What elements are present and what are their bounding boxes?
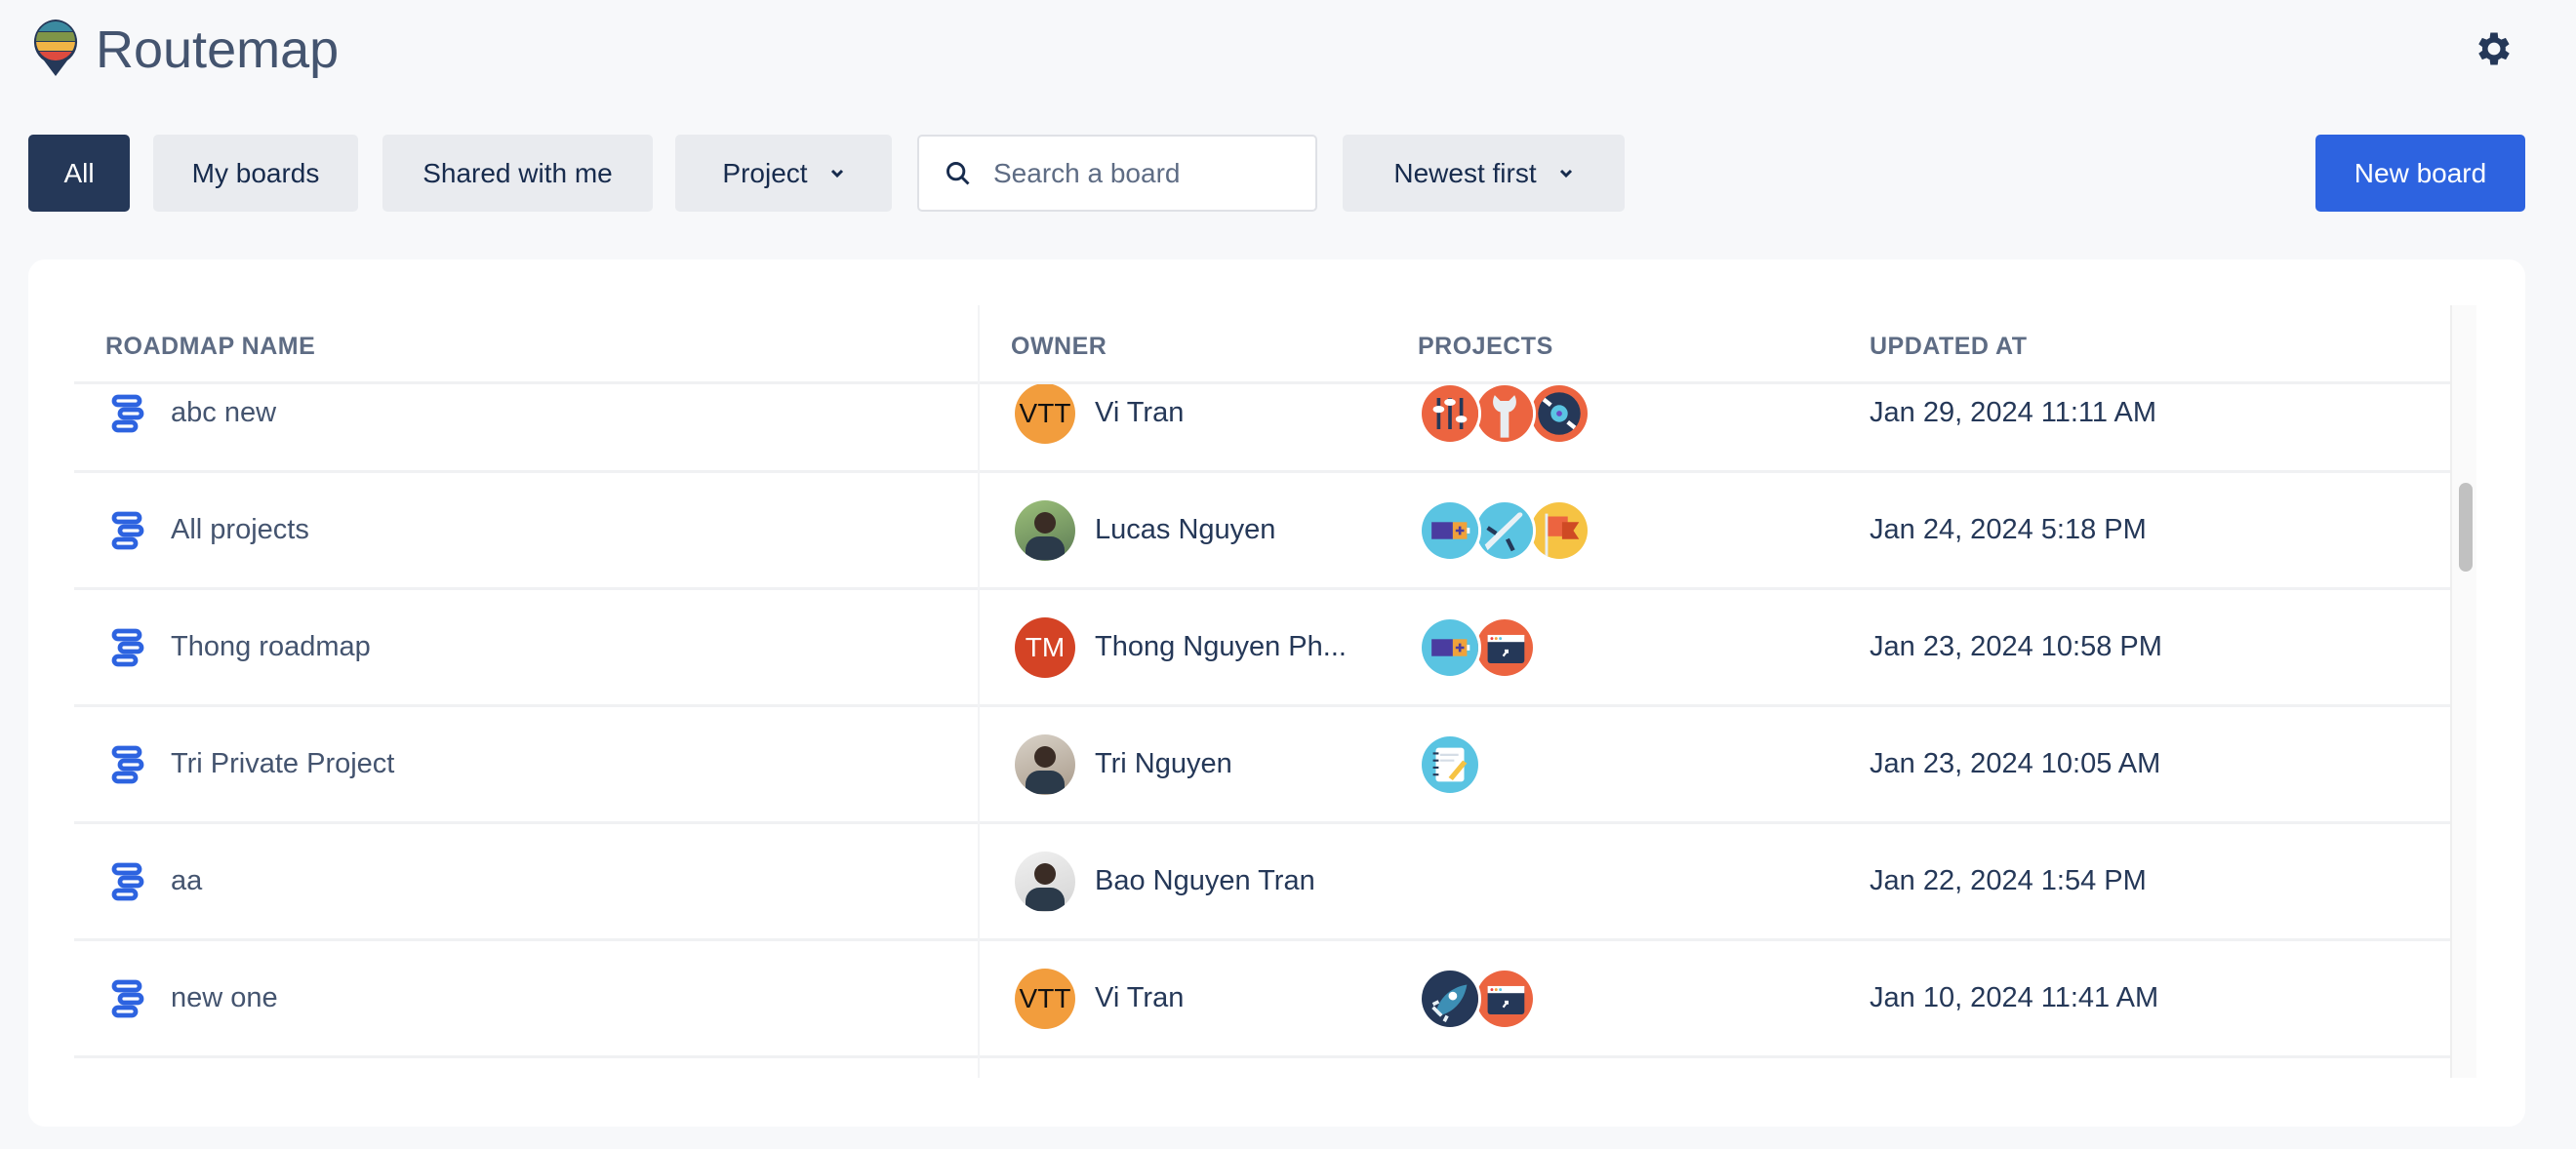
avatar-photo	[1015, 499, 1075, 561]
avatar-photo	[1015, 733, 1075, 795]
roadmap-name-cell: new one	[110, 941, 278, 1055]
owner-cell: Lucas Nguyen	[1015, 473, 1275, 587]
roadmap-icon	[111, 979, 144, 1017]
roadmap-icon	[111, 862, 144, 900]
updated-at: Jan 24, 2024 5:18 PM	[1870, 514, 2147, 545]
project-sliders-icon[interactable]	[1419, 384, 1481, 445]
projects-cell	[1419, 941, 1536, 1055]
boards-card	[28, 259, 2525, 1127]
roadmap-icon	[111, 394, 144, 432]
updated-at: Jan 10, 2024 11:41 AM	[1870, 982, 2159, 1013]
owner-name: Vi Tran	[1095, 982, 1185, 1013]
projects-cell	[1419, 707, 1481, 821]
dropdown-label: Project	[722, 157, 808, 188]
avatar: VTT	[1015, 384, 1075, 444]
owner-name: Lucas Nguyen	[1095, 514, 1276, 545]
project-rocket-icon[interactable]	[1419, 967, 1481, 1030]
filter-my-boards-button[interactable]: My boards	[153, 135, 358, 212]
dropdown-label: Newest first	[1393, 157, 1537, 188]
project-browser-icon[interactable]	[1473, 615, 1536, 679]
roadmap-name[interactable]: new one	[171, 982, 278, 1013]
roadmap-name[interactable]: aa	[171, 865, 203, 896]
routemap-logo-icon	[33, 20, 78, 76]
filter-label: My boards	[191, 157, 320, 188]
column-header-owner: OWNER	[1011, 333, 1107, 360]
roadmap-name[interactable]: Thong roadmap	[171, 631, 371, 662]
roadmap-name-cell: aa	[110, 824, 202, 938]
column-header-updated: UPDATED AT	[1870, 333, 2028, 360]
roadmap-name[interactable]: All projects	[171, 514, 309, 545]
search-box[interactable]	[917, 135, 1317, 212]
roadmap-icon	[111, 511, 144, 549]
project-wrench-icon[interactable]	[1473, 384, 1536, 445]
gear-icon[interactable]	[2473, 27, 2516, 70]
scrollbar[interactable]	[2450, 305, 2476, 1078]
owner-cell: VTT Vi Tran	[1015, 384, 1184, 470]
owner-cell: Tri Nguyen	[1015, 707, 1232, 821]
roadmap-icon	[111, 745, 144, 783]
column-divider	[978, 305, 980, 1078]
button-label: New board	[2354, 157, 2487, 188]
roadmap-name[interactable]: abc new	[171, 397, 277, 428]
filter-label: Shared with me	[423, 157, 613, 188]
projects-cell	[1419, 384, 1590, 470]
project-plane-icon[interactable]	[1473, 498, 1536, 562]
owner-name: Tri Nguyen	[1095, 748, 1232, 779]
table-body: abc new VTT Vi Tran Jan 29, 2024 11:11 AM…	[74, 384, 2450, 1078]
updated-at: Jan 29, 2024 11:11 AM	[1870, 397, 2156, 428]
owner-name: Vi Tran	[1095, 397, 1185, 428]
owner-name: Bao Nguyen Tran	[1095, 865, 1315, 896]
chevron-down-icon	[1559, 169, 1572, 178]
project-browser-icon[interactable]	[1473, 967, 1536, 1030]
table-row[interactable]: aa Bao Nguyen Tran Jan 22, 2024 1:54 PM	[74, 824, 2450, 941]
roadmap-icon	[111, 628, 144, 666]
roadmap-name-cell: Tri Private Project	[110, 707, 394, 821]
new-board-button[interactable]: New board	[2315, 135, 2525, 212]
roadmap-name[interactable]: Tri Private Project	[171, 748, 395, 779]
project-dropdown[interactable]: Project	[675, 135, 892, 212]
table-row[interactable]: new one VTT Vi Tran Jan 10, 2024 11:41 AM	[74, 941, 2450, 1058]
table-row[interactable]: All projects Lucas Nguyen Jan 24, 2024 5…	[74, 473, 2450, 590]
updated-at: Jan 22, 2024 1:54 PM	[1870, 865, 2147, 896]
owner-cell: Bao Nguyen Tran	[1015, 824, 1315, 938]
updated-at: Jan 23, 2024 10:05 AM	[1870, 748, 2161, 779]
project-battery-icon[interactable]	[1419, 498, 1481, 562]
filter-shared-button[interactable]: Shared with me	[382, 135, 653, 212]
chevron-down-icon	[830, 169, 843, 178]
app-title: Routemap	[96, 20, 340, 79]
roadmap-name-cell: All projects	[110, 473, 309, 587]
projects-cell	[1419, 590, 1536, 704]
project-flag-icon[interactable]	[1528, 498, 1590, 562]
search-icon	[946, 161, 970, 185]
project-battery-icon[interactable]	[1419, 615, 1481, 679]
table-header: ROADMAP NAME OWNER PROJECTS UPDATED AT	[74, 305, 2450, 384]
owner-name: Thong Nguyen Ph...	[1095, 631, 1347, 662]
projects-cell	[1419, 473, 1590, 587]
project-notebook-icon[interactable]	[1419, 733, 1481, 796]
avatar-photo	[1015, 851, 1075, 912]
owner-cell: VTT Vi Tran	[1015, 941, 1184, 1055]
search-input[interactable]	[993, 157, 1286, 189]
roadmap-name-cell: Thong roadmap	[110, 590, 371, 704]
scrollbar-thumb[interactable]	[2459, 483, 2473, 572]
owner-cell: TM Thong Nguyen Ph...	[1015, 590, 1347, 704]
filter-all-button[interactable]: All	[28, 135, 130, 212]
updated-at: Jan 23, 2024 10:58 PM	[1870, 631, 2162, 662]
column-header-name: ROADMAP NAME	[105, 333, 316, 360]
avatar: TM	[1015, 616, 1075, 678]
table-row[interactable]: Tri Private Project Tri Nguyen Jan 23, 2…	[74, 707, 2450, 824]
column-header-projects: PROJECTS	[1418, 333, 1553, 360]
avatar: VTT	[1015, 968, 1075, 1029]
table-row[interactable]: Thong roadmap TM Thong Nguyen Ph... Jan 2…	[74, 590, 2450, 707]
sort-dropdown[interactable]: Newest first	[1343, 135, 1625, 212]
table-row[interactable]: abc new VTT Vi Tran Jan 29, 2024 11:11 AM	[74, 384, 2450, 473]
project-vinyl-icon[interactable]	[1528, 384, 1590, 445]
filter-label: All	[63, 157, 95, 188]
roadmap-name-cell: abc new	[110, 384, 276, 470]
